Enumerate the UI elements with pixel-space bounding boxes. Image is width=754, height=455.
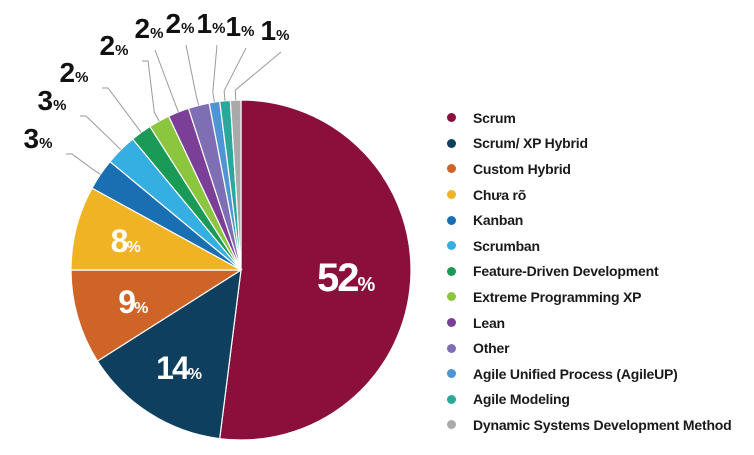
legend-label: Chưa rõ (473, 186, 527, 203)
legend-swatch (447, 292, 456, 302)
legend-label: Kanban (473, 212, 524, 229)
legend-item-lean: Lean (447, 310, 732, 336)
data-label-extreme-programming-xp: 2% (100, 30, 129, 61)
legend-item-agile-modeling: Agile Modeling (447, 387, 732, 413)
legend-swatch (447, 369, 456, 379)
data-label-feature-driven-development: 2% (60, 57, 89, 88)
data-label-scrumban: 3% (38, 85, 67, 116)
legend-item-kanban: Kanban (447, 207, 732, 233)
leader-line-feature-driven-development (102, 87, 142, 133)
data-label-scrum: 52% (317, 256, 376, 300)
legend-label: Custom Hybrid (473, 160, 571, 177)
data-label-ch-a-r: 8% (111, 223, 141, 259)
data-labels: 52%14%9%8%3%3%2%2%2% 2% 1% 1% 1% (24, 8, 376, 386)
legend-swatch (447, 266, 456, 276)
leader-line-scrumban (80, 115, 122, 151)
legend-label: Scrumban (473, 237, 540, 254)
legend-swatch (447, 113, 456, 123)
slice-scrum (219, 99, 412, 441)
legend-label: Extreme Programming XP (473, 288, 642, 305)
slice-scrum-xp-hybrid (96, 268, 242, 440)
legend-label: Feature-Driven Development (473, 263, 659, 280)
legend-item-dynamic-systems-development-method: Dynamic Systems Development Method (447, 412, 732, 438)
legend-swatch (447, 138, 456, 148)
data-label-dynamic-systems-development-method: 1% (261, 15, 290, 46)
leader-line-extreme-programming-xp (142, 60, 160, 122)
pie-slices (70, 99, 412, 441)
legend-swatch (447, 343, 456, 353)
leader-line-kanban (66, 153, 101, 175)
legend-label: Dynamic Systems Development Method (473, 416, 732, 433)
legend-swatch (447, 394, 456, 404)
legend-swatch (447, 420, 456, 430)
leader-line-lean (154, 49, 179, 113)
slice-custom-hybrid (70, 269, 244, 362)
legend-item-scrumban: Scrumban (447, 233, 732, 259)
legend-label: Scrum (473, 109, 516, 126)
legend-item-other: Other (447, 335, 732, 361)
leader-line-agile-modeling (223, 47, 247, 101)
legend-swatch (447, 164, 456, 174)
legend-swatch (447, 241, 456, 251)
data-label-scrum-xp-hybrid: 14% (156, 350, 202, 386)
legend-label: Agile Modeling (473, 391, 570, 408)
legend-label: Agile Unified Process (AgileUP) (473, 365, 678, 382)
legend-swatch (447, 190, 456, 200)
leader-lines (66, 44, 282, 175)
leader-line-other (185, 44, 200, 106)
legend-label: Other (473, 340, 510, 357)
chart-legend: Scrum Scrum/ XP Hybrid Custom Hybrid Chưa r… (447, 105, 732, 438)
legend-item-feature-driven-development: Feature-Driven Development (447, 259, 732, 285)
legend-item-scrum-xp-hybrid: Scrum/ XP Hybrid (447, 131, 732, 157)
legend-item-agile-unified-process-agileup: Agile Unified Process (AgileUP) (447, 361, 732, 387)
leader-line-agile-unified-process-agileup (212, 44, 218, 103)
legend-item-ch-a-r: Chưa rõ (447, 182, 732, 208)
leader-line-dynamic-systems-development-method (234, 51, 282, 101)
legend-item-scrum: Scrum (447, 105, 732, 131)
legend-label: Scrum/ XP Hybrid (473, 135, 588, 152)
legend-swatch (447, 318, 456, 328)
data-label-agile-unified-process-agileup: 1% (197, 8, 226, 39)
legend-item-custom-hybrid: Custom Hybrid (447, 156, 732, 182)
data-label-kanban: 3% (24, 123, 53, 154)
data-label-custom-hybrid: 9% (118, 284, 148, 320)
data-label-lean: 2% (135, 13, 164, 44)
legend-label: Lean (473, 314, 505, 331)
data-label-agile-modeling: 1% (226, 11, 255, 42)
legend-item-extreme-programming-xp: Extreme Programming XP (447, 284, 732, 310)
legend-swatch (447, 215, 456, 225)
data-label-other: 2% (166, 8, 195, 39)
